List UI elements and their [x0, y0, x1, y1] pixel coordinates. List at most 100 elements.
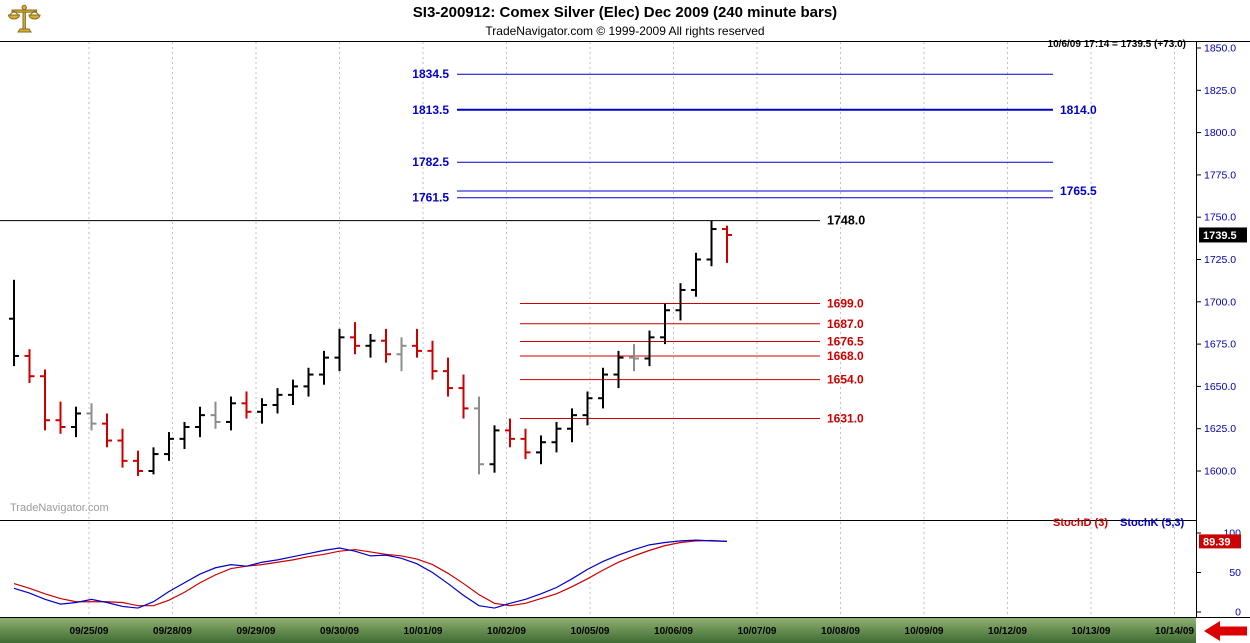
ohlc-bar	[489, 425, 500, 473]
ohlc-bar	[381, 328, 391, 363]
date-label: 10/13/09	[1072, 626, 1111, 637]
ohlc-bar	[148, 447, 159, 475]
ohlc-bar	[629, 344, 639, 372]
ohlc-bar	[179, 421, 190, 450]
ohlc-bar	[706, 220, 717, 267]
date-label: 09/25/09	[70, 626, 109, 637]
date-label: 09/29/09	[237, 626, 276, 637]
ohlc-bar	[55, 401, 66, 434]
ohlc-bar	[24, 349, 35, 384]
date-label: 10/07/09	[738, 626, 777, 637]
blue-level-label: 1761.5	[412, 191, 449, 205]
ohlc-bar	[117, 428, 128, 468]
price-axis-tick: 1675.0	[1204, 339, 1236, 351]
ohlc-bar	[257, 398, 267, 424]
ohlc-bar	[350, 322, 360, 355]
ohlc-bar	[427, 340, 438, 380]
price-axis-tick: 1850.0	[1204, 43, 1236, 55]
red-level-label: 1631.0	[827, 412, 864, 426]
price-axis-tick: 1600.0	[1204, 466, 1236, 478]
price-axis-tick: 1625.0	[1204, 423, 1236, 435]
ohlc-bar	[567, 408, 577, 443]
ohlc-bar	[86, 403, 97, 431]
scroll-left-arrow[interactable]	[1204, 621, 1247, 641]
ohlc-bar	[458, 374, 469, 419]
ohlc-bar	[644, 330, 655, 367]
date-label: 10/09/09	[905, 626, 944, 637]
ohlc-bar	[102, 413, 112, 448]
copyright-line: TradeNavigator.com © 1999-2009 All right…	[485, 24, 765, 38]
ohlc-bar	[272, 388, 283, 414]
ohlc-bar	[133, 450, 143, 477]
last-price-tag-label: 1739.5	[1203, 230, 1237, 242]
date-label: 10/05/09	[571, 626, 610, 637]
ohlc-bar	[241, 391, 252, 419]
stoch-value-tag: 89.39	[1199, 534, 1241, 549]
stoch-k-legend: StochK (5,3)	[1120, 517, 1185, 529]
price-axis-tick: 1700.0	[1204, 296, 1236, 308]
blue-level-label: 1814.0	[1060, 103, 1097, 117]
date-label: 10/01/09	[404, 626, 443, 637]
red-level-label: 1676.5	[827, 335, 864, 349]
ohlc-bar	[164, 432, 174, 461]
ohlc-bar	[288, 379, 298, 406]
ohlc-bar	[9, 279, 19, 367]
ohlc-bar	[551, 421, 562, 453]
ohlc-bar	[396, 337, 407, 372]
price-axis-tick: 1725.0	[1204, 254, 1236, 266]
ohlc-bar	[474, 396, 484, 475]
ohlc-bar	[722, 225, 732, 263]
date-label: 09/28/09	[153, 626, 192, 637]
price-axis-tick: 1825.0	[1204, 85, 1236, 97]
price-axis-tick: 1650.0	[1204, 381, 1236, 393]
date-axis-bar	[0, 618, 1196, 643]
date-label: 10/08/09	[821, 626, 860, 637]
ohlc-bar	[210, 401, 221, 429]
watermark-text: TradeNavigator.com	[10, 502, 109, 514]
date-label: 10/14/09	[1155, 626, 1194, 637]
date-label: 10/02/09	[487, 626, 526, 637]
ohlc-bar	[660, 303, 670, 345]
blue-level-label: 1765.5	[1060, 184, 1097, 198]
stoch-d-legend: StochD (3)	[1053, 517, 1108, 529]
ohlc-bar	[691, 252, 701, 297]
tradenavigator-logo-icon	[7, 4, 41, 33]
ohlc-bar	[365, 333, 376, 358]
stoch-k-line	[13, 539, 728, 609]
ohlc-bar	[226, 396, 236, 431]
red-level-label: 1668.0	[827, 349, 864, 363]
ohlc-bar	[520, 428, 531, 460]
last-price-tag: 1739.5	[1199, 227, 1247, 243]
stoch-axis-tick: 50	[1229, 567, 1241, 579]
last-quote-readout: 10/6/09 17:14 = 1739.5 (+73.0)	[1047, 39, 1186, 50]
blue-level-label: 1813.5	[412, 103, 449, 117]
ohlc-bar	[675, 283, 686, 321]
black-level-label: 1748.0	[827, 214, 865, 228]
price-axis-tick: 1775.0	[1204, 169, 1236, 181]
red-level-label: 1687.0	[827, 317, 864, 331]
blue-level-label: 1782.5	[412, 155, 449, 169]
blue-level-label: 1834.5	[412, 67, 449, 81]
ohlc-bar	[412, 328, 422, 358]
red-level-label: 1699.0	[827, 296, 864, 310]
ohlc-bar	[334, 328, 345, 372]
date-label: 10/06/09	[654, 626, 693, 637]
ohlc-bar	[505, 418, 515, 448]
stoch-d-line	[13, 539, 728, 607]
ohlc-bar	[536, 435, 546, 465]
stoch-axis-tick: 0	[1235, 607, 1241, 619]
ohlc-bar	[443, 357, 453, 397]
ohlc-bar	[303, 367, 314, 397]
price-axis-tick: 1750.0	[1204, 212, 1236, 224]
ohlc-bar	[319, 350, 329, 385]
ohlc-bar	[613, 350, 624, 389]
ohlc-bar	[598, 367, 608, 409]
stoch-value-tag-label: 89.39	[1203, 536, 1231, 548]
chart-title: SI3-200912: Comex Silver (Elec) Dec 2009…	[412, 4, 838, 21]
ohlc-bar	[195, 406, 205, 438]
date-label: 09/30/09	[320, 626, 359, 637]
price-axis-tick: 1800.0	[1204, 127, 1236, 139]
date-label: 10/12/09	[988, 626, 1027, 637]
